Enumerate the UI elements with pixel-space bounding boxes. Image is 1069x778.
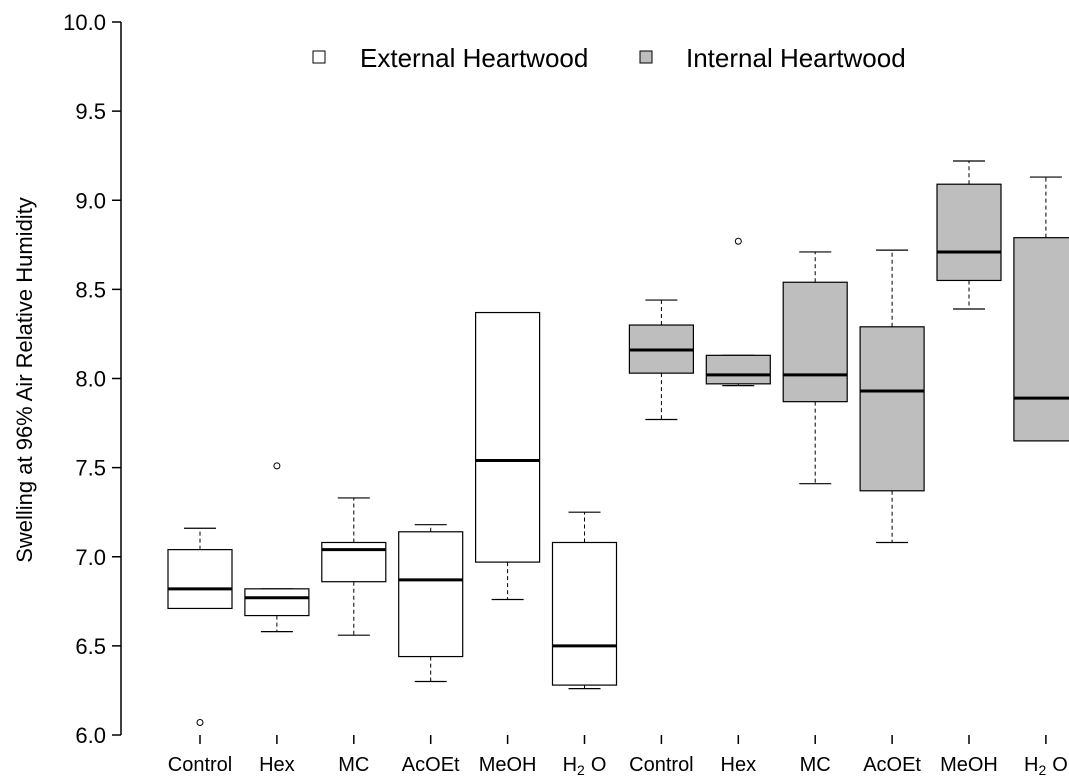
outlier-point xyxy=(273,462,281,470)
box-6 xyxy=(551,511,618,690)
legend-label: Internal Heartwood xyxy=(686,43,906,73)
x-tick-label: AcOEt xyxy=(863,754,921,776)
box-iqr xyxy=(551,541,618,686)
box-7 xyxy=(628,299,695,421)
x-axis: Control Hex MC AcOEt MeOH H2 O Control Hex MC AcOE… xyxy=(168,735,1068,778)
box-iqr xyxy=(1013,237,1069,442)
y-tick-label: 7.5 xyxy=(75,456,106,481)
box-10 xyxy=(859,249,925,544)
legend-swatch xyxy=(639,50,653,64)
box-8 xyxy=(705,237,771,387)
x-tick-label: MC xyxy=(338,754,369,776)
y-axis: 6.0 6.5 7.0 7.5 8.0 8.5 9.0 9.5 10.0 xyxy=(63,10,122,748)
y-tick-label: 8.5 xyxy=(75,277,106,302)
box-3 xyxy=(321,497,387,636)
legend-label: External Heartwood xyxy=(360,43,588,73)
box-iqr xyxy=(782,281,848,403)
x-tick-label: AcOEt xyxy=(402,754,460,776)
y-tick-label: 9.5 xyxy=(75,99,106,124)
y-tick-label: 9.0 xyxy=(75,188,106,213)
box-iqr xyxy=(705,354,771,385)
box-1 xyxy=(167,527,233,727)
legend-item-2: Internal Heartwood xyxy=(639,43,906,73)
box-iqr xyxy=(398,531,464,658)
y-tick-label: 6.0 xyxy=(75,723,106,748)
box-iqr xyxy=(936,183,1002,282)
x-tick-label: Control xyxy=(629,754,693,776)
box-9 xyxy=(782,251,848,485)
box-12 xyxy=(1013,176,1069,442)
box-iqr xyxy=(859,326,925,492)
legend-swatch xyxy=(312,50,326,64)
box-iqr xyxy=(244,588,310,617)
outlier-point xyxy=(734,237,742,245)
x-tick-label: MeOH xyxy=(479,754,537,776)
outlier-point xyxy=(196,719,204,727)
y-tick-label: 6.5 xyxy=(75,634,106,659)
x-tick-label: H2 O xyxy=(1024,754,1068,778)
legend-item-1: External Heartwood xyxy=(312,43,588,73)
y-axis-title: Swelling at 96% Air Relative Humidity xyxy=(12,197,37,563)
legend: External Heartwood Internal Heartwood xyxy=(312,43,906,73)
box-iqr xyxy=(167,549,233,610)
box-5 xyxy=(475,311,541,601)
x-tick-label: MeOH xyxy=(940,754,998,776)
x-tick-label: H2 O xyxy=(563,754,607,778)
boxes xyxy=(167,160,1069,727)
x-tick-label: Hex xyxy=(259,754,295,776)
y-tick-label: 7.0 xyxy=(75,545,106,570)
box-11 xyxy=(936,160,1002,310)
box-iqr xyxy=(475,311,541,563)
x-tick-label: MC xyxy=(800,754,831,776)
y-tick-label: 10.0 xyxy=(63,10,106,35)
box-2 xyxy=(244,462,310,633)
y-tick-label: 8.0 xyxy=(75,367,106,392)
x-tick-label: Hex xyxy=(721,754,757,776)
x-tick-label: Control xyxy=(168,754,232,776)
box-4 xyxy=(398,524,464,683)
